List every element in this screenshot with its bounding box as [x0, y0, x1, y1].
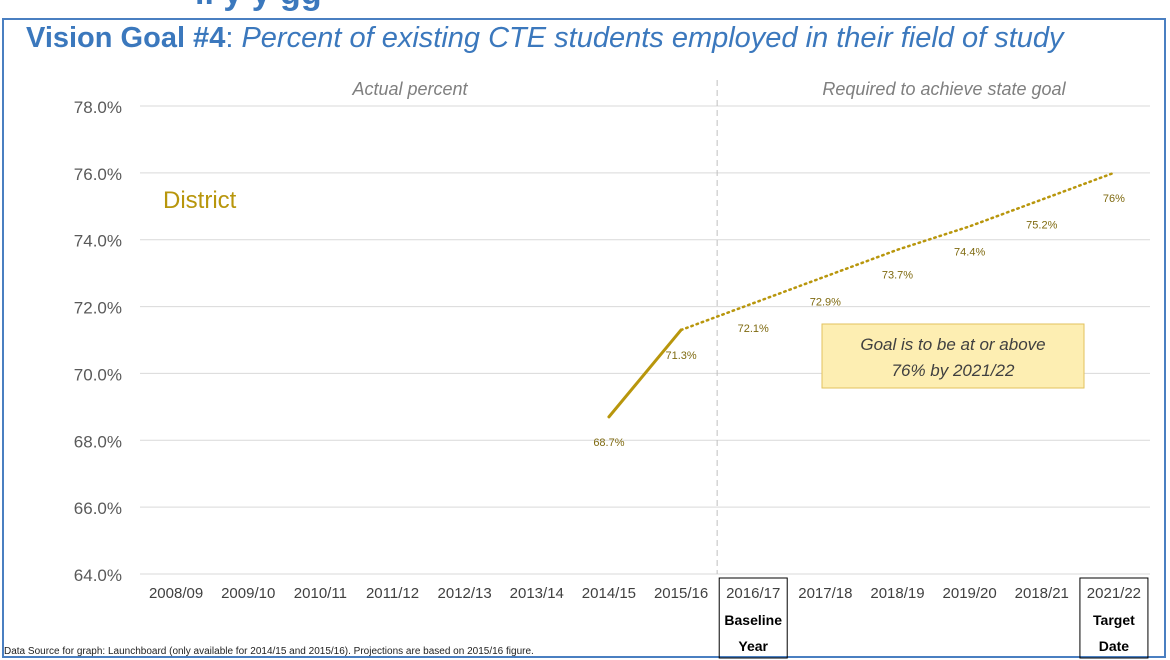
y-tick-label: 66.0%	[74, 499, 122, 518]
x-tick-label: 2011/12	[366, 585, 419, 602]
title-rest: Percent of existing CTE students employe…	[241, 22, 1064, 54]
highlight-box	[718, 577, 788, 659]
y-tick-label: 74.0%	[74, 232, 122, 251]
highlight-box-line2: Year	[738, 638, 768, 654]
cropped-heading: ll y y gg	[195, 0, 535, 16]
cropped-heading-text: ll y y gg	[195, 0, 322, 13]
y-tick-label: 68.0%	[74, 432, 122, 451]
y-tick-label: 72.0%	[74, 299, 122, 318]
y-tick-label: 76.0%	[74, 165, 122, 184]
region-label-actual: Actual percent	[351, 79, 468, 99]
x-tick-label: 2018/19	[870, 585, 924, 602]
slide-title: Vision Goal #4: Percent of existing CTE …	[26, 22, 1064, 55]
y-tick-label: 78.0%	[74, 98, 122, 117]
highlight-box-line1: Target	[1093, 612, 1135, 628]
x-tick-label: 2015/16	[654, 585, 708, 602]
x-tick-label: 2009/10	[221, 585, 275, 602]
goal-callout-box	[821, 323, 1085, 389]
data-label: 76%	[1103, 193, 1125, 205]
goal-callout-line1: Goal is to be at or above	[860, 335, 1045, 354]
series-label: District	[163, 187, 237, 214]
series-line-actual	[607, 328, 683, 419]
series-line-projection	[679, 171, 1116, 332]
x-tick-label: 2021/22	[1087, 585, 1141, 602]
x-tick-label: 2010/11	[294, 585, 347, 602]
x-tick-label: 2014/15	[582, 585, 636, 602]
x-tick-label: 2018/21	[1015, 585, 1069, 602]
highlight-box-line1: Baseline	[724, 612, 782, 628]
y-tick-label: 64.0%	[74, 566, 122, 585]
title-colon: :	[225, 22, 234, 54]
y-tick-label: 70.0%	[74, 365, 122, 384]
data-label: 74.4%	[954, 246, 985, 258]
x-tick-label: 2008/09	[149, 585, 203, 602]
x-tick-label: 2016/17	[726, 585, 780, 602]
data-source-note: Data Source for graph: Launchboard (only…	[4, 646, 534, 657]
data-label: 71.3%	[665, 350, 696, 362]
data-label: 68.7%	[593, 437, 624, 449]
highlight-box-line2: Date	[1099, 638, 1130, 654]
data-label: 72.9%	[810, 296, 841, 308]
x-tick-label: 2019/20	[943, 585, 997, 602]
x-tick-label: 2012/13	[438, 585, 492, 602]
x-tick-label: 2017/18	[798, 585, 852, 602]
title-lead: Vision Goal #4	[26, 22, 226, 54]
goal-callout-line2: 76% by 2021/22	[892, 361, 1015, 380]
region-label-required: Required to achieve state goal	[822, 79, 1066, 99]
slide-frame	[2, 18, 1166, 658]
x-tick-label: 2013/14	[510, 585, 564, 602]
data-label: 72.1%	[738, 323, 769, 335]
highlight-box	[1079, 577, 1149, 659]
data-label: 75.2%	[1026, 220, 1057, 232]
data-label: 73.7%	[882, 270, 913, 282]
